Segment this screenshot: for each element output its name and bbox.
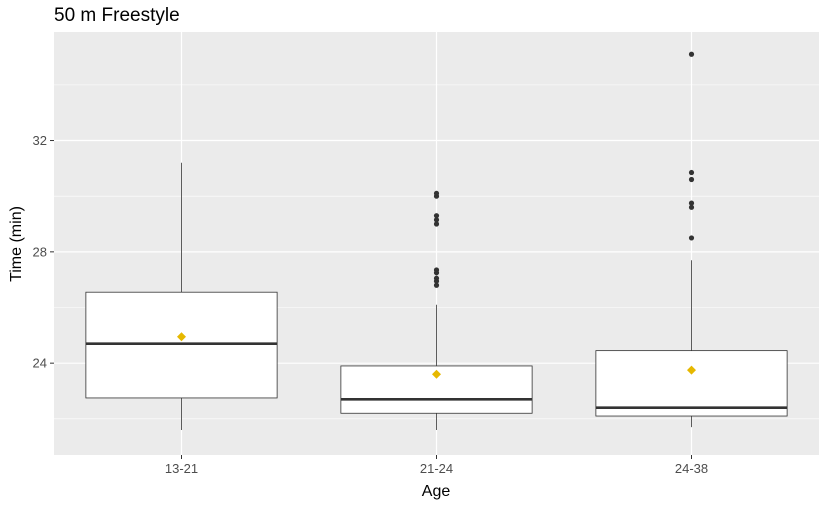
x-tick-label: 13-21 xyxy=(165,461,198,476)
x-tick-label: 24-38 xyxy=(675,461,708,476)
y-tick-label: 28 xyxy=(33,244,47,259)
mean-marker xyxy=(177,332,186,342)
mean-marker xyxy=(687,365,696,375)
outlier-point xyxy=(433,217,440,223)
y-axis: 24 28 32 xyxy=(33,133,54,371)
x-axis: 13-21 21-24 24-38 xyxy=(165,455,708,476)
boxes xyxy=(85,51,788,430)
box-21-24 xyxy=(340,190,533,430)
mean-marker xyxy=(432,369,441,379)
y-tick-label: 32 xyxy=(33,133,47,148)
outlier-point xyxy=(688,235,695,241)
box-iqr xyxy=(85,291,278,399)
outlier-point xyxy=(433,190,440,197)
box-iqr xyxy=(595,350,788,417)
outlier-point xyxy=(688,169,695,176)
x-axis-title: Age xyxy=(422,483,451,500)
outlier-point xyxy=(688,200,695,206)
y-axis-title: Time (min) xyxy=(8,206,25,282)
x-tick-label: 21-24 xyxy=(420,461,453,476)
outlier-point xyxy=(433,221,440,227)
y-tick-label: 24 xyxy=(33,356,47,371)
outlier-point xyxy=(688,176,695,183)
box-13-21 xyxy=(85,162,278,430)
outlier-point xyxy=(433,267,440,273)
outlier-point xyxy=(433,282,440,288)
outlier-point xyxy=(433,275,440,281)
chart-title: 50 m Freestyle xyxy=(54,5,180,26)
outlier-point xyxy=(433,213,440,219)
box-24-38 xyxy=(595,51,788,428)
outlier-point xyxy=(688,204,695,210)
outlier-point xyxy=(688,51,695,57)
